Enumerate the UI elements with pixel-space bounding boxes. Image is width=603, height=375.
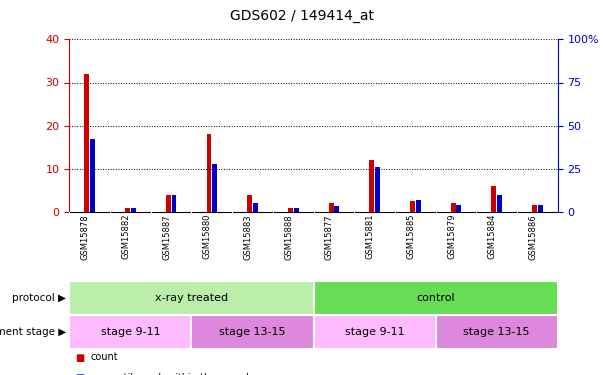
Bar: [253, 203, 258, 212]
Text: GSM15884: GSM15884: [488, 214, 497, 260]
Text: stage 13-15: stage 13-15: [219, 327, 286, 337]
Text: count: count: [90, 352, 118, 363]
Text: ■: ■: [75, 352, 84, 363]
Bar: [329, 203, 333, 212]
Text: stage 9-11: stage 9-11: [345, 327, 405, 337]
Text: protocol ▶: protocol ▶: [12, 293, 66, 303]
Bar: [410, 201, 415, 212]
Bar: [532, 206, 537, 212]
Text: x-ray treated: x-ray treated: [155, 293, 228, 303]
Bar: [314, 281, 558, 315]
Text: GSM15886: GSM15886: [528, 214, 537, 260]
Bar: [131, 209, 136, 212]
Text: GSM15878: GSM15878: [81, 214, 90, 260]
Bar: [435, 315, 558, 349]
Text: GSM15883: GSM15883: [244, 214, 253, 260]
Bar: [456, 205, 461, 212]
Text: control: control: [416, 293, 455, 303]
Bar: [538, 205, 543, 212]
Bar: [369, 160, 374, 212]
Text: GSM15880: GSM15880: [203, 214, 212, 260]
Bar: [125, 208, 130, 212]
Text: GDS602 / 149414_at: GDS602 / 149414_at: [230, 9, 373, 23]
Text: GSM15881: GSM15881: [365, 214, 374, 260]
Text: development stage ▶: development stage ▶: [0, 327, 66, 337]
Bar: [375, 167, 380, 212]
Text: GSM15877: GSM15877: [325, 214, 334, 260]
Bar: [491, 186, 496, 212]
Text: ■: ■: [75, 373, 84, 375]
Bar: [247, 195, 252, 212]
Text: GSM15885: GSM15885: [406, 214, 415, 260]
Bar: [497, 195, 502, 212]
Bar: [294, 209, 298, 212]
Text: GSM15887: GSM15887: [162, 214, 171, 260]
Bar: [450, 203, 456, 212]
Bar: [212, 164, 217, 212]
Bar: [206, 134, 212, 212]
Bar: [69, 315, 192, 349]
Bar: [90, 140, 95, 212]
Text: GSM15882: GSM15882: [121, 214, 130, 260]
Bar: [69, 281, 314, 315]
Bar: [84, 74, 89, 212]
Bar: [171, 195, 177, 212]
Bar: [288, 208, 293, 212]
Bar: [166, 195, 171, 212]
Bar: [314, 315, 435, 349]
Bar: [415, 200, 421, 212]
Bar: [192, 315, 314, 349]
Text: GSM15888: GSM15888: [284, 214, 293, 260]
Text: percentile rank within the sample: percentile rank within the sample: [90, 373, 256, 375]
Bar: [334, 206, 339, 212]
Text: stage 13-15: stage 13-15: [464, 327, 530, 337]
Text: stage 9-11: stage 9-11: [101, 327, 160, 337]
Text: GSM15879: GSM15879: [447, 214, 456, 260]
